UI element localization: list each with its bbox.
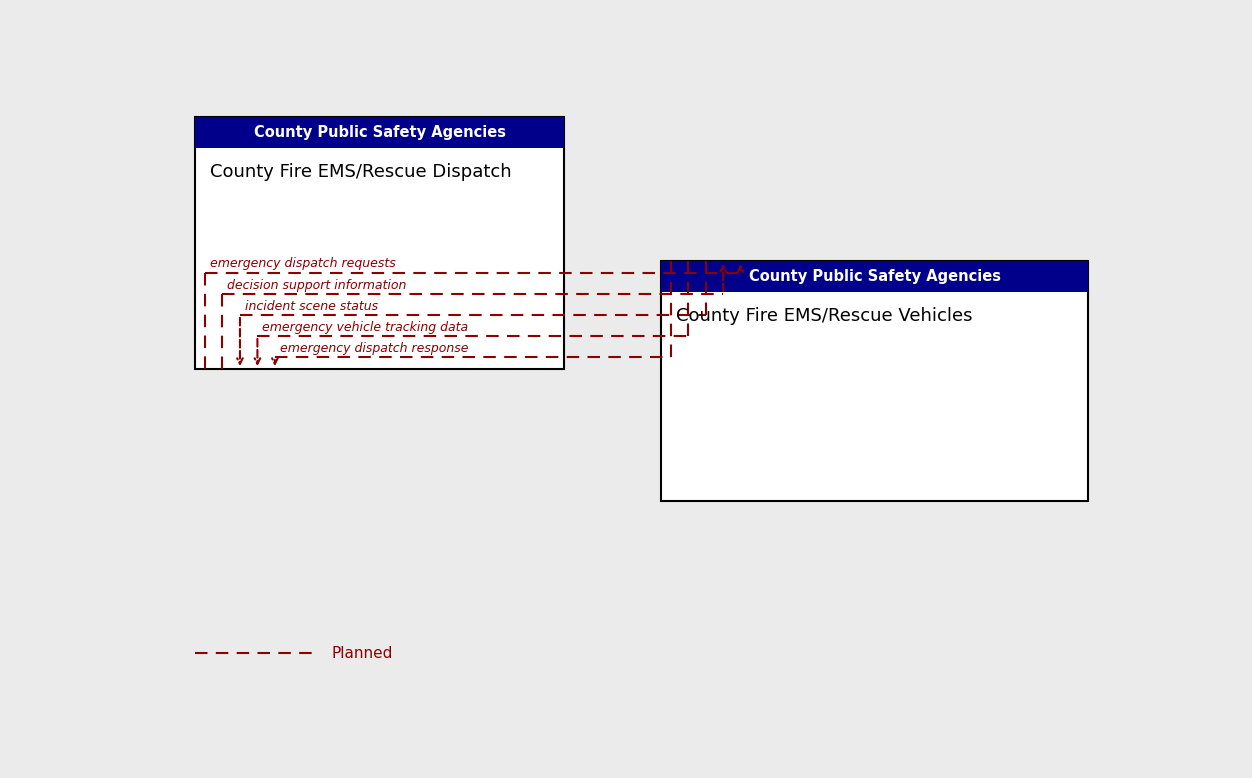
Bar — [661, 261, 1088, 501]
Text: County Fire EMS/Rescue Dispatch: County Fire EMS/Rescue Dispatch — [210, 163, 512, 181]
Bar — [661, 261, 1088, 293]
Text: Planned: Planned — [331, 646, 393, 661]
Text: County Public Safety Agencies: County Public Safety Agencies — [254, 125, 506, 140]
Text: County Fire EMS/Rescue Vehicles: County Fire EMS/Rescue Vehicles — [676, 307, 972, 325]
Bar — [195, 117, 563, 369]
Text: County Public Safety Agencies: County Public Safety Agencies — [749, 269, 1000, 284]
Bar — [195, 117, 563, 149]
Text: emergency dispatch response: emergency dispatch response — [279, 342, 468, 355]
Text: emergency vehicle tracking data: emergency vehicle tracking data — [262, 321, 468, 334]
Text: incident scene status: incident scene status — [245, 300, 378, 313]
Text: decision support information: decision support information — [228, 279, 407, 292]
Text: emergency dispatch requests: emergency dispatch requests — [210, 258, 396, 271]
